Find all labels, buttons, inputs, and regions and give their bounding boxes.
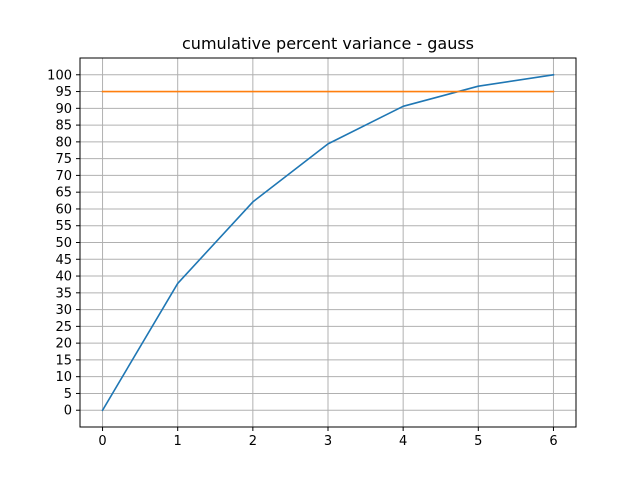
tick-layer: 0 1 2 3 4 5 6051015202530354045505560657075808… [47,68,557,449]
x-tick-label: 2 [249,434,257,449]
y-tick-label: 20 [55,337,72,352]
y-tick-label: 60 [55,202,72,217]
y-tick-label: 85 [55,119,72,134]
x-tick-label: 4 [399,434,407,449]
y-tick-label: 25 [55,320,72,335]
y-tick-label: 35 [55,286,72,301]
y-tick-label: 70 [55,169,72,184]
y-tick-label: 10 [55,370,72,385]
series-line-0 [101,73,555,412]
y-tick-label: 40 [55,270,72,285]
y-tick-label: 45 [55,253,72,268]
chart-title: cumulative percent variance - gauss [182,34,474,53]
y-tick-label: 50 [55,236,72,251]
y-tick-label: 30 [55,303,72,318]
y-tick-label: 75 [55,152,72,167]
y-tick-label: 5 [64,387,72,402]
y-tick-label: 95 [55,85,72,100]
grid-layer [80,58,576,427]
y-tick-label: 65 [55,186,72,201]
x-tick-label: 3 [324,434,332,449]
y-tick-label: 15 [55,353,72,368]
y-tick-label: 100 [47,68,72,83]
x-tick-label: 5 [474,434,482,449]
y-tick-label: 90 [55,102,72,117]
y-tick-label: 0 [64,404,72,419]
series-layer [101,73,555,412]
x-tick-label: 0 [98,434,106,449]
x-tick-label: 1 [174,434,182,449]
x-tick-label: 6 [549,434,557,449]
y-tick-label: 55 [55,219,72,234]
y-tick-label: 80 [55,135,72,150]
